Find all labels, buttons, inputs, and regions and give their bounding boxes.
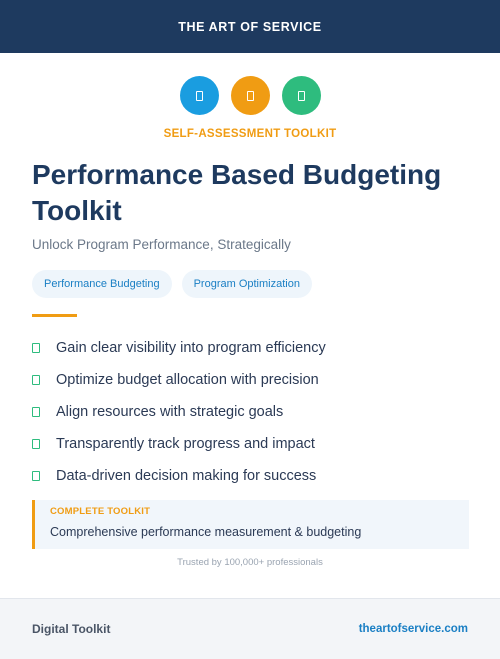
feature-text: Gain clear visibility into program effic… [56,340,326,356]
feature-item: Gain clear visibility into program effic… [32,332,472,364]
callout-description: Comprehensive performance measurement & … [50,525,362,539]
check-icon [32,439,40,449]
feature-list: Gain clear visibility into program effic… [32,332,472,492]
icon-circle-orange [230,76,270,115]
footer-label: Digital Toolkit [32,622,111,636]
footer-bar: Digital Toolkit theartofservice.com [0,598,500,659]
check-icon [32,407,40,417]
tag-program-optimization: Program Optimization [181,270,312,298]
icon-circle-green [281,76,321,115]
header-bar: THE ART OF SERVICE [0,0,500,53]
check-icon [32,343,40,353]
icon-row [0,76,500,115]
accent-divider [32,314,77,317]
subtitle: Unlock Program Performance, Strategicall… [32,237,291,252]
feature-text: Data-driven decision making for success [56,468,317,484]
feature-item: Transparently track progress and impact [32,428,472,460]
icon-circle-blue [179,76,219,115]
tag-performance-budgeting: Performance Budgeting [32,270,172,298]
brand-name: THE ART OF SERVICE [178,19,322,34]
document-icon [246,90,254,101]
document-icon [195,90,203,101]
callout-title: COMPLETE TOOLKIT [50,506,151,517]
document-icon [297,90,305,101]
toolkit-callout: COMPLETE TOOLKIT Comprehensive performan… [32,500,469,549]
tag-list: Performance Budgeting Program Optimizati… [32,270,312,298]
website-link[interactable]: theartofservice.com [358,623,468,635]
feature-text: Align resources with strategic goals [56,404,284,420]
trusted-note: Trusted by 100,000+ professionals [177,557,323,568]
feature-item: Data-driven decision making for success [32,460,472,492]
feature-item: Optimize budget allocation with precisio… [32,364,472,396]
check-icon [32,471,40,481]
feature-text: Optimize budget allocation with precisio… [56,372,319,388]
feature-item: Align resources with strategic goals [32,396,472,428]
kicker-label: SELF-ASSESSMENT TOOLKIT [163,128,337,140]
page-title: Performance Based Budgeting Toolkit [32,159,442,226]
feature-text: Transparently track progress and impact [56,436,315,452]
check-icon [32,375,40,385]
